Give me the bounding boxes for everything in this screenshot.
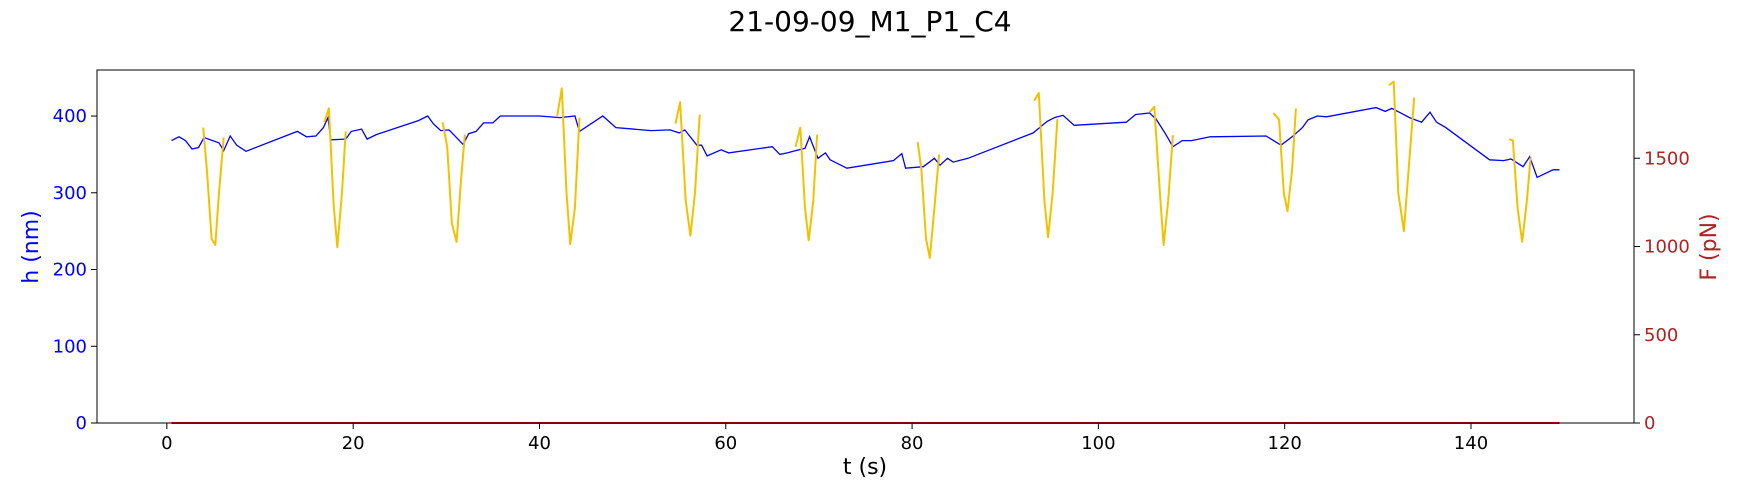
right-y-tick-label: 0: [1644, 413, 1655, 434]
right-y-tick-label: 1500: [1644, 148, 1690, 169]
indentation-segment-8: [1033, 92, 1059, 239]
left-y-tick-label: 200: [53, 260, 87, 281]
left-y-axis: 0 100 200 300 400: [53, 106, 97, 434]
indentation-segment-12: [1508, 138, 1532, 243]
x-tick-label: 60: [714, 433, 737, 454]
indentation-segment-11: [1388, 80, 1416, 233]
x-tick-label: 140: [1454, 433, 1488, 454]
x-tick-label: 0: [161, 433, 172, 454]
x-tick-label: 120: [1268, 433, 1302, 454]
left-y-axis-label: h (nm): [19, 210, 44, 283]
x-axis-label: t (s): [843, 455, 887, 480]
left-y-tick-label: 100: [53, 336, 87, 357]
left-y-tick-label: 400: [53, 106, 87, 127]
right-y-axis-label: F (pN): [1697, 213, 1722, 280]
indentation-segment-2: [323, 107, 347, 249]
x-axis: 0 20 40 60 80 100 120 140: [161, 423, 1488, 454]
x-tick-label: 40: [528, 433, 551, 454]
x-tick-label: 100: [1081, 433, 1115, 454]
series-layer: [171, 80, 1560, 424]
indentation-segment-4: [556, 87, 581, 246]
x-tick-label: 80: [901, 433, 924, 454]
indentation-segment-5: [674, 101, 701, 237]
left-y-tick-label: 300: [53, 183, 87, 204]
indentation-segment-3: [441, 122, 466, 243]
height-series-line: [171, 106, 1560, 179]
indentation-segment-7: [916, 141, 941, 259]
right-y-tick-label: 500: [1644, 325, 1678, 346]
left-y-tick-label: 0: [76, 413, 87, 434]
indentation-segment-10: [1272, 108, 1297, 213]
right-y-axis: 0 500 1000 1500: [1634, 148, 1690, 434]
indentation-segment-1: [202, 127, 225, 246]
x-tick-label: 20: [342, 433, 365, 454]
indentation-segment-6: [794, 126, 819, 242]
right-y-tick-label: 1000: [1644, 237, 1690, 258]
indentation-segment-9: [1148, 105, 1174, 246]
chart-title: 21-09-09_M1_P1_C4: [728, 5, 1011, 38]
plot-frame: [96, 69, 1635, 424]
